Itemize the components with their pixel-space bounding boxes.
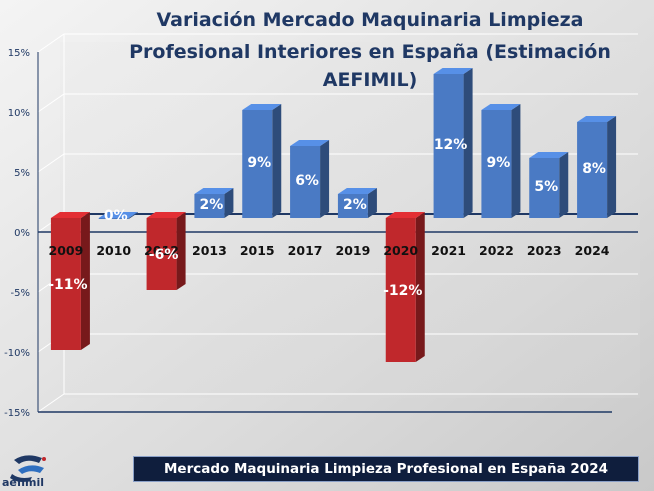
data-label: 2%: [343, 197, 367, 213]
footer-banner: Mercado Maquinaria Limpieza Profesional …: [133, 456, 639, 482]
data-label: 8%: [582, 161, 606, 177]
bar-front: [194, 194, 225, 218]
bar-top: [290, 140, 330, 146]
bar-2022: [481, 104, 521, 218]
bar-side: [511, 104, 521, 218]
chart-title-line2: Profesional Interiores en España (Estima…: [129, 41, 611, 91]
x-tick-label: 2020: [383, 243, 418, 258]
y-tick-label: 15%: [8, 48, 30, 59]
bar-front: [146, 218, 177, 290]
bar-top: [481, 104, 521, 110]
bar-side: [415, 212, 425, 362]
x-tick-label: 2023: [527, 243, 562, 258]
bar-top: [146, 212, 186, 218]
data-label: 6%: [295, 173, 319, 189]
x-tick-label: 2010: [96, 243, 131, 258]
bar-top: [529, 152, 569, 158]
bar-2023: [529, 152, 569, 218]
bar-top: [385, 212, 425, 218]
y-tick-label: 5%: [14, 168, 30, 179]
data-label: -12%: [383, 283, 422, 299]
x-tick-label: 2024: [575, 243, 610, 258]
bar-top: [194, 188, 234, 194]
bar-2024: [577, 116, 617, 218]
x-tick-label: 2015: [240, 243, 275, 258]
bar-side: [176, 212, 186, 290]
x-tick-label: 2009: [49, 243, 84, 258]
data-label: 0%: [104, 208, 128, 224]
bar-2010: [98, 212, 138, 219]
bar-side: [272, 104, 282, 218]
bars: [38, 68, 638, 362]
bar-2019: [337, 188, 377, 218]
data-label: -6%: [149, 247, 179, 263]
bar-side: [559, 152, 569, 218]
chart-title-line1: Variación Mercado Maquinaria Limpieza: [156, 9, 584, 31]
logo-text: aefimil: [2, 476, 45, 489]
x-tick-label: 2021: [431, 243, 466, 258]
bar-side: [80, 212, 90, 350]
x-tick-label: 2022: [479, 243, 514, 258]
data-label: 12%: [434, 137, 468, 153]
bar-top: [337, 188, 377, 194]
bar-front: [98, 218, 129, 219]
y-tick-label: -10%: [4, 348, 30, 359]
bar-front: [385, 218, 416, 362]
data-label: 9%: [247, 155, 271, 171]
bar-2009: [50, 212, 90, 350]
bar-2021: [433, 68, 473, 218]
bar-2020: [385, 212, 425, 362]
x-tick-label: 2019: [336, 243, 371, 258]
bar-side: [128, 212, 138, 219]
bar-side: [224, 188, 234, 218]
bar-2015: [242, 104, 282, 218]
y-tick-label: -15%: [4, 408, 30, 419]
bar-front: [577, 122, 608, 218]
bar-front: [242, 110, 273, 218]
bar-front: [50, 218, 81, 350]
bar-top: [50, 212, 90, 218]
data-label: 2%: [200, 197, 224, 213]
aefimil-logo: [10, 455, 46, 482]
bar-2012: [146, 212, 186, 290]
bar-top: [242, 104, 282, 110]
bar-front: [290, 146, 321, 218]
bar-front: [529, 158, 560, 218]
bar-side: [367, 188, 377, 218]
data-labels: -11% 0% -6% 2% 9% 6% 2% -12% 12% 9% 5% 8%: [48, 137, 606, 299]
bar-front: [337, 194, 368, 218]
bar-side: [607, 116, 617, 218]
y-tick-label: -5%: [11, 288, 30, 299]
y-axis-ticks: 15% 10% 5% 0% -5% -10% -15%: [4, 48, 30, 419]
x-tick-label: 2017: [288, 243, 323, 258]
bar-2017: [290, 140, 330, 218]
data-label: 9%: [487, 155, 511, 171]
bar-top: [98, 212, 138, 218]
y-tick-label: 10%: [8, 108, 30, 119]
data-label: -11%: [48, 277, 87, 293]
bar-side: [463, 68, 473, 218]
y-tick-label: 0%: [14, 228, 30, 239]
bar-top: [433, 68, 473, 74]
data-label: 5%: [534, 179, 558, 195]
bar-2013: [194, 188, 234, 218]
x-axis-labels: 2009 2010 2012 2013 2015 2017 2019 2020 2021 2022…: [49, 243, 610, 258]
bar-front: [433, 74, 464, 218]
bar-front: [481, 110, 512, 218]
bar-side: [320, 140, 330, 218]
x-tick-label: 2013: [192, 243, 227, 258]
x-tick-label: 2012: [144, 243, 179, 258]
bar-top: [577, 116, 617, 122]
